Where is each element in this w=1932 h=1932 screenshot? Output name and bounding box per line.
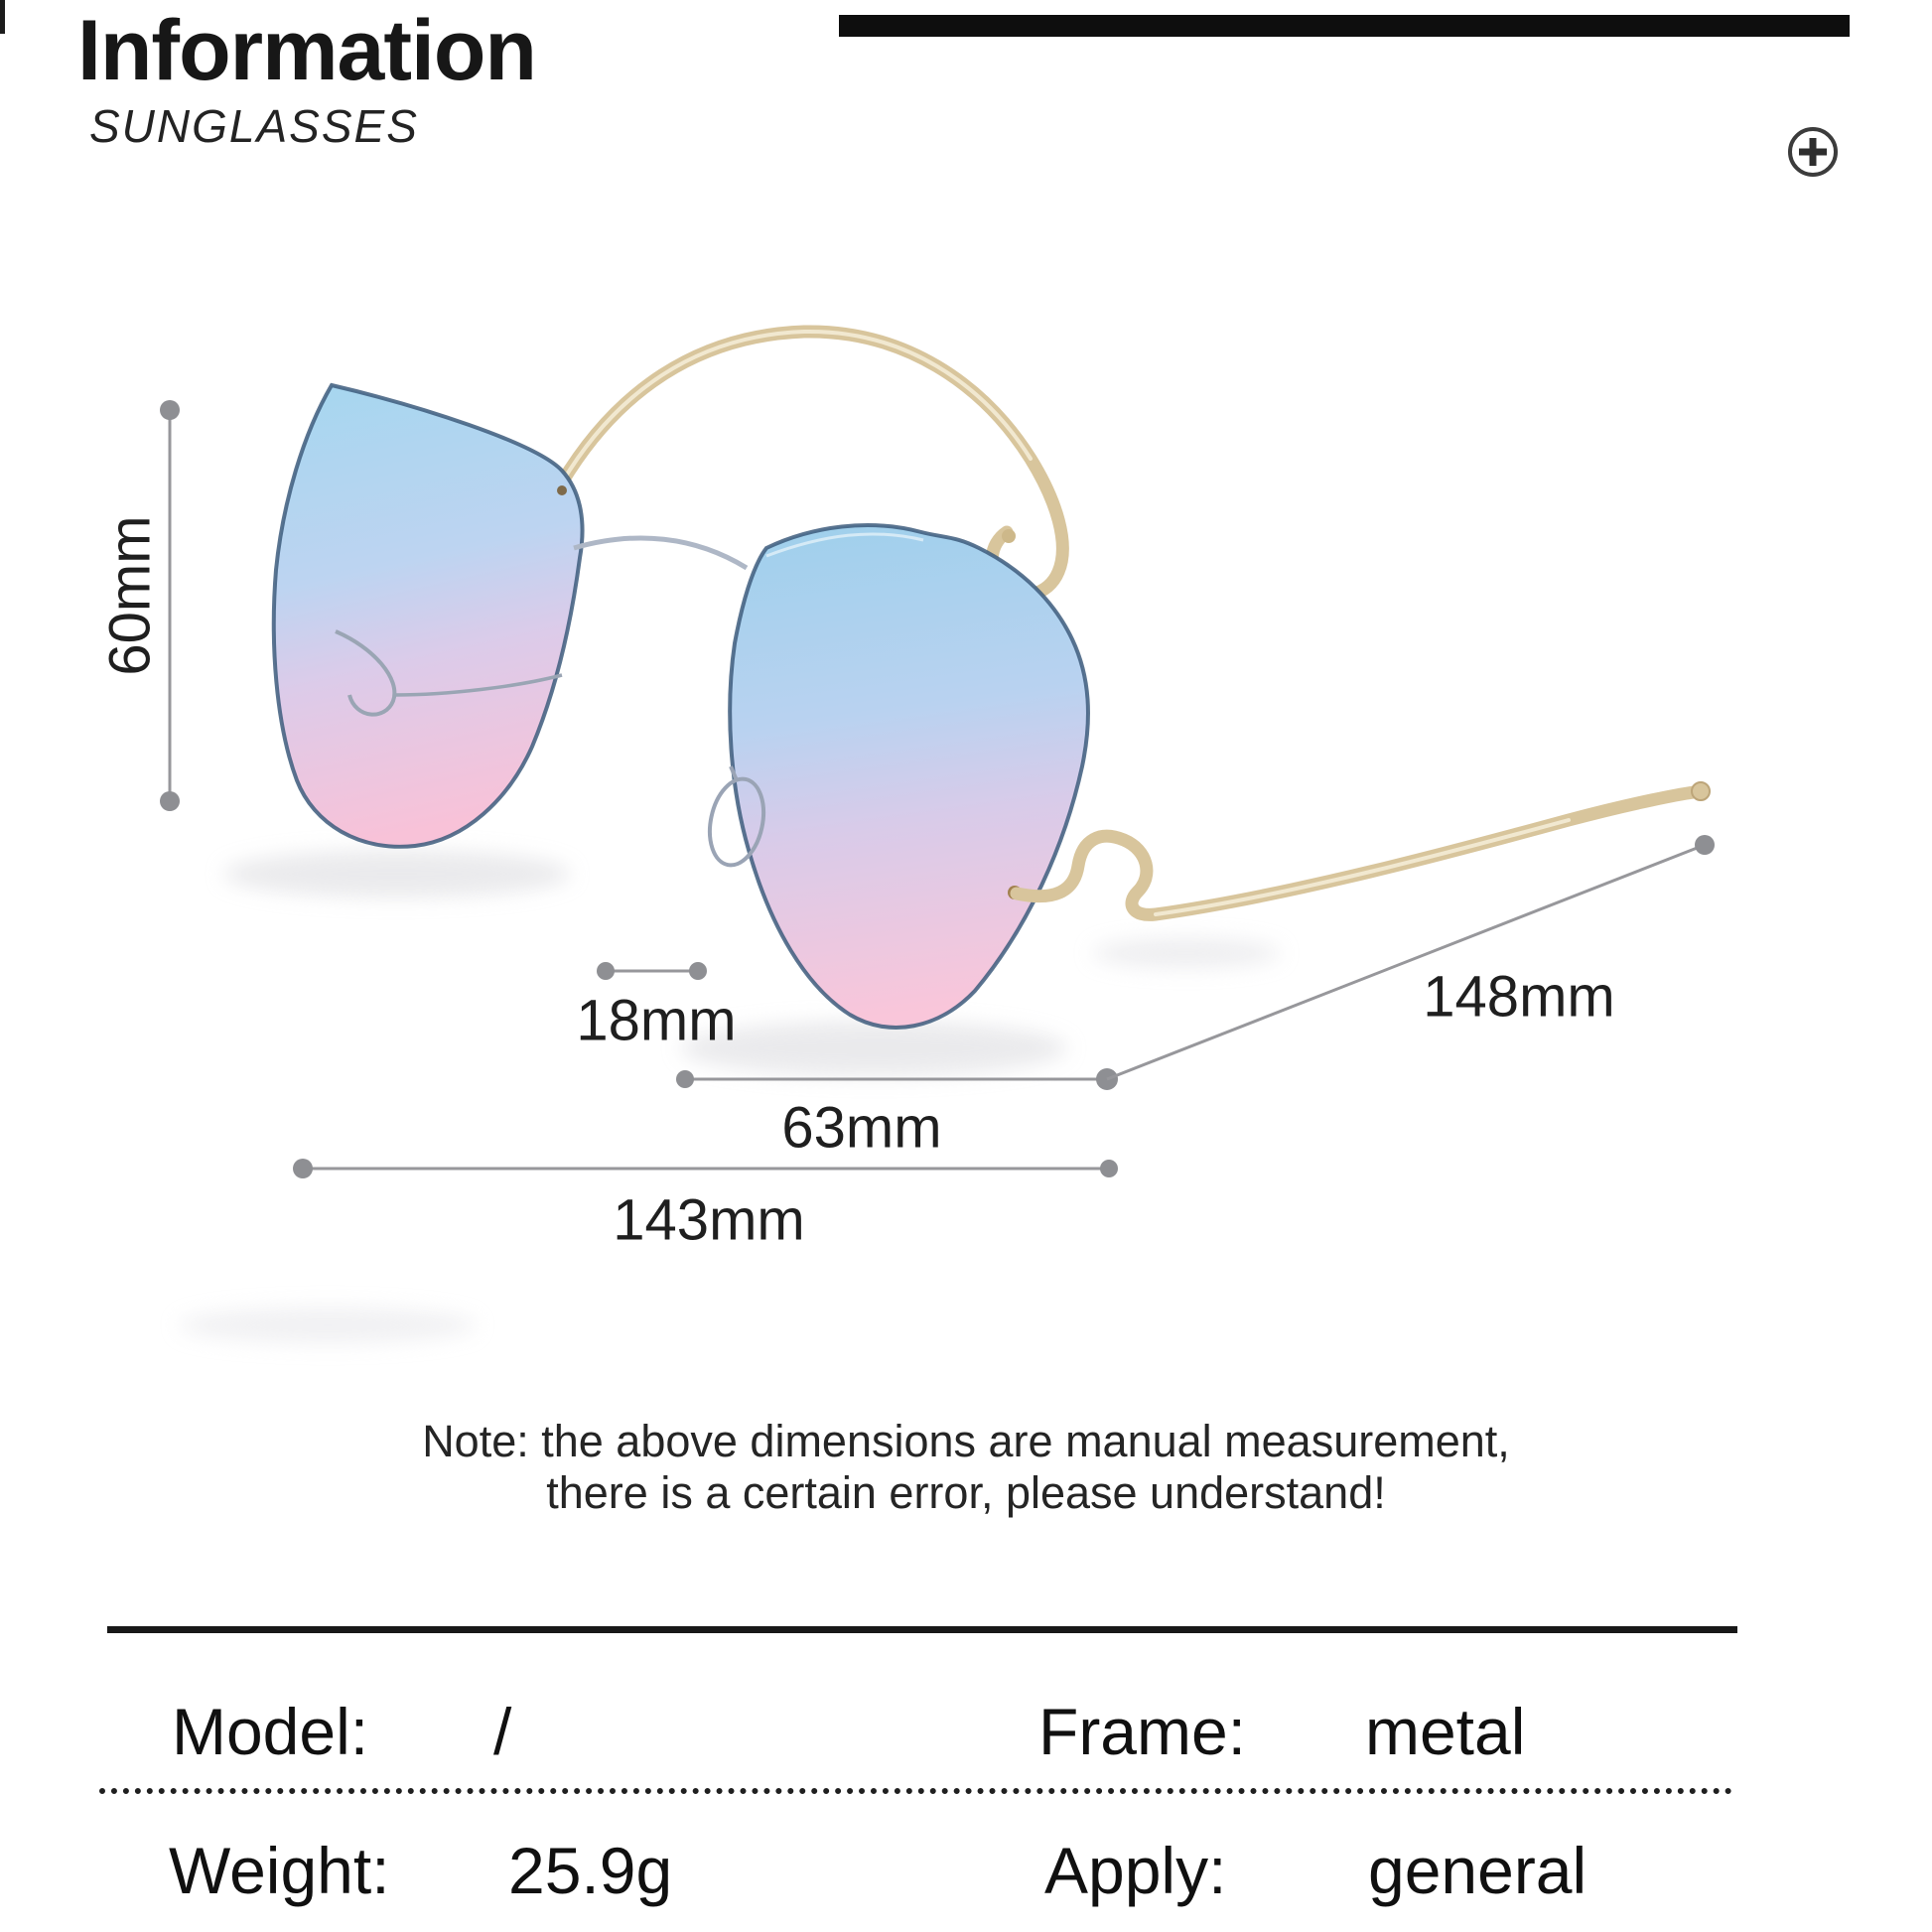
hinge-rivet-left [557,485,567,495]
temple-arm-right [1010,781,1711,921]
temple-tip-ball [1691,781,1711,801]
right-lens [707,523,1090,1030]
page-title: Information [77,3,537,98]
spec-value-frame: metal [1365,1695,1526,1768]
circle-plus-icon[interactable] [1786,125,1840,179]
dimension-label-lens-width: 63mm [781,1095,942,1161]
spec-label-apply: Apply: [1044,1834,1227,1907]
left-lens [271,382,585,849]
header-accent-bar [839,15,1850,37]
measurement-note: Note: the above dimensions are manual me… [0,1416,1932,1519]
page-subtitle: SUNGLASSES [89,100,419,152]
edge-artifact [0,0,5,34]
dimension-label-lens-height: 60mm [97,515,163,676]
measurement-lines [160,400,1715,1178]
spec-label-model: Model: [172,1695,369,1768]
spec-value-weight: 25.9g [508,1834,673,1907]
dimension-label-bridge-width: 18mm [576,988,737,1053]
table-dotted-separator [99,1788,1732,1794]
table-top-rule [107,1626,1737,1633]
note-line-2: there is a certain error, please underst… [546,1467,1386,1518]
lens-shadows [179,850,1281,1343]
dimension-label-temple-length: 148mm [1423,964,1615,1030]
spec-label-weight: Weight: [169,1834,390,1907]
spec-value-model: / [493,1695,512,1768]
nose-pad-wire-right [707,776,766,868]
spec-value-apply: general [1368,1834,1587,1907]
dimension-label-frame-width: 143mm [613,1187,805,1253]
spec-label-frame: Frame: [1038,1695,1247,1768]
note-line-1: Note: the above dimensions are manual me… [422,1416,1510,1466]
temple-tip-ball [1002,529,1016,543]
nose-pad-wire-left [335,629,397,717]
nose-bridge [573,535,749,571]
